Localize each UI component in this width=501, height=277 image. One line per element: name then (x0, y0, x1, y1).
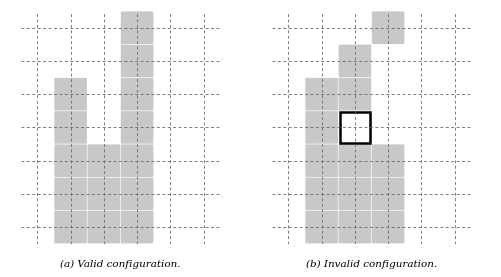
FancyBboxPatch shape (121, 45, 153, 77)
FancyBboxPatch shape (54, 211, 87, 243)
FancyBboxPatch shape (338, 78, 370, 111)
FancyBboxPatch shape (305, 178, 337, 210)
FancyBboxPatch shape (54, 144, 87, 177)
FancyBboxPatch shape (87, 178, 120, 210)
FancyBboxPatch shape (54, 78, 87, 111)
FancyBboxPatch shape (371, 211, 404, 243)
FancyBboxPatch shape (305, 211, 337, 243)
FancyBboxPatch shape (54, 178, 87, 210)
FancyBboxPatch shape (338, 45, 370, 77)
FancyBboxPatch shape (121, 178, 153, 210)
FancyBboxPatch shape (305, 78, 337, 111)
FancyBboxPatch shape (305, 144, 337, 177)
Text: (a) Valid configuration.: (a) Valid configuration. (60, 260, 180, 269)
FancyBboxPatch shape (121, 78, 153, 111)
FancyBboxPatch shape (371, 144, 404, 177)
FancyBboxPatch shape (121, 144, 153, 177)
FancyBboxPatch shape (338, 178, 370, 210)
FancyBboxPatch shape (87, 211, 120, 243)
Text: (b) Invalid configuration.: (b) Invalid configuration. (305, 260, 436, 269)
Bar (339, 112, 369, 143)
FancyBboxPatch shape (121, 211, 153, 243)
FancyBboxPatch shape (338, 144, 370, 177)
FancyBboxPatch shape (371, 178, 404, 210)
FancyBboxPatch shape (371, 11, 404, 44)
Bar (339, 112, 369, 143)
FancyBboxPatch shape (87, 144, 120, 177)
FancyBboxPatch shape (305, 111, 337, 144)
FancyBboxPatch shape (54, 111, 87, 144)
FancyBboxPatch shape (121, 111, 153, 144)
FancyBboxPatch shape (338, 211, 370, 243)
FancyBboxPatch shape (121, 11, 153, 44)
